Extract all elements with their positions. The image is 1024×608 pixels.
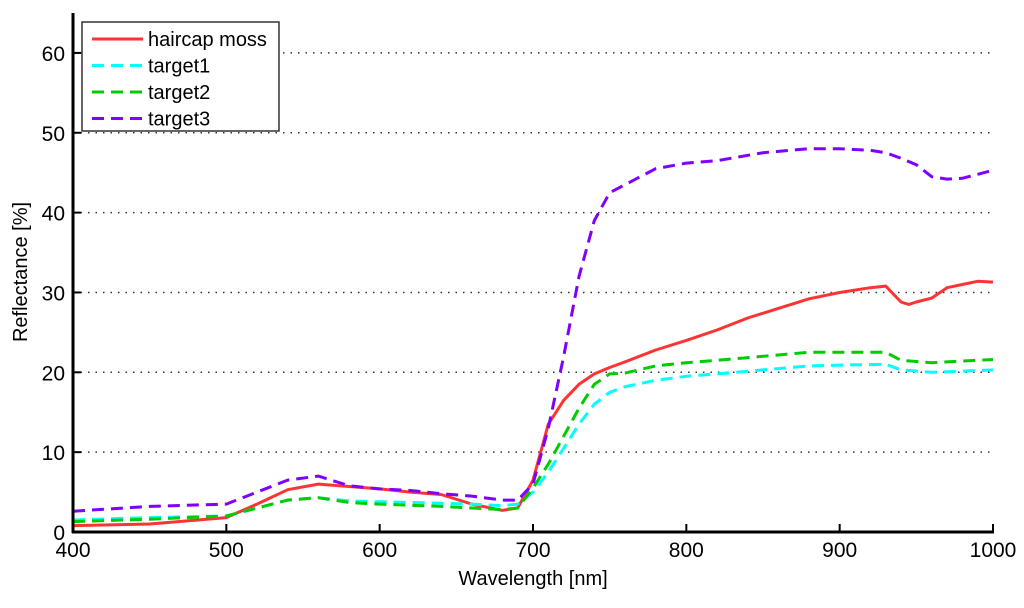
y-tick-label: 40 (42, 203, 65, 226)
legend-label: haircap moss (148, 29, 267, 51)
y-tick-label: 60 (42, 43, 65, 66)
y-tick-label: 10 (42, 442, 65, 465)
axes (71, 13, 994, 534)
series-lines (72, 147, 994, 528)
y-tick-label: 50 (42, 123, 65, 146)
x-tick-label: 400 (55, 539, 90, 562)
y-axis-label: Reflectance [%] (10, 202, 32, 342)
x-tick-label: 1000 (970, 539, 1017, 562)
x-axis-label: Wavelength [nm] (458, 568, 607, 590)
x-tick-label: 800 (669, 539, 704, 562)
legend: haircap moss target1 target2 target3 (81, 21, 280, 132)
legend-label: target3 (148, 109, 210, 131)
legend-label: target1 (148, 56, 210, 78)
x-tick-label: 700 (515, 539, 550, 562)
y-tick-label: 0 (53, 522, 65, 545)
series-line-target1 (72, 362, 994, 522)
series-line-haircap-moss (72, 279, 994, 528)
y-tick-label: 30 (42, 282, 65, 305)
x-tick-label: 500 (209, 539, 244, 562)
tick-labels: 0 10 20 30 40 50 60 400 500 600 700 800 900 1000 (42, 43, 1017, 562)
y-tick-label: 20 (42, 362, 65, 385)
legend-label: target2 (148, 82, 210, 104)
series-line-target3 (72, 147, 994, 513)
x-tick-label: 600 (362, 539, 397, 562)
series-line-target2 (72, 350, 994, 524)
x-tick-label: 900 (822, 539, 857, 562)
